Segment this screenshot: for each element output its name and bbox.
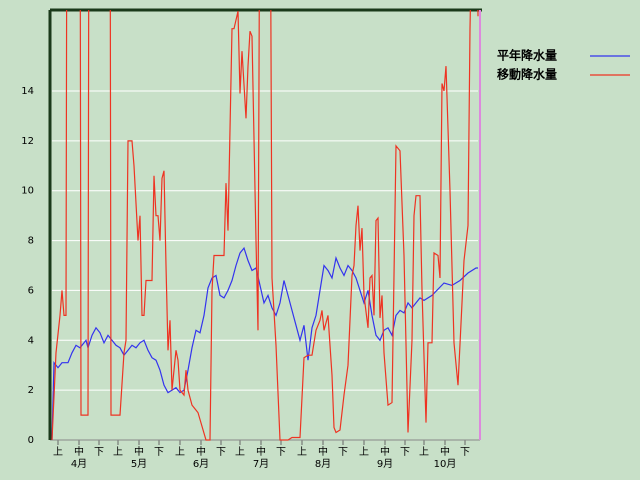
x-tick-label: 下 (338, 447, 348, 458)
legend-label: 平年降水量 (497, 48, 557, 63)
x-tick-label: 中 (256, 445, 266, 458)
x-tick-label: 下 (216, 447, 226, 458)
y-tick-label: 8 (28, 236, 34, 247)
y-tick-label: 10 (21, 186, 34, 197)
x-tick-label: 上 (235, 446, 245, 458)
month-label: 4月 (71, 458, 87, 470)
x-tick-label: 中 (134, 445, 144, 458)
month-label: 7月 (253, 458, 269, 470)
month-label: 9月 (377, 458, 393, 470)
series-line (51, 246, 478, 441)
month-label: 8月 (315, 458, 331, 470)
y-tick-label: 12 (21, 136, 34, 147)
x-tick-label: 上 (175, 446, 185, 458)
x-tick-label: 上 (113, 446, 123, 458)
x-tick-label: 中 (440, 445, 450, 458)
x-tick-label: 下 (94, 447, 104, 458)
plot-area (51, 10, 479, 441)
y-tick-label: 14 (21, 86, 34, 97)
x-tick-label: 上 (53, 446, 63, 458)
x-tick-label: 下 (400, 447, 410, 458)
y-tick-label: 6 (28, 285, 34, 296)
x-tick-label: 下 (154, 447, 164, 458)
x-tick-label: 上 (359, 446, 369, 458)
x-tick-label: 中 (196, 445, 206, 458)
x-tick-label: 中 (74, 445, 84, 458)
y-tick-label: 4 (28, 335, 34, 346)
series-line (51, 10, 479, 441)
x-tick-label: 下 (460, 447, 470, 458)
legend-label: 移動降水量 (497, 67, 557, 82)
x-tick-label: 中 (380, 445, 390, 458)
x-tick-label: 中 (318, 445, 328, 458)
y-tick-label: 2 (28, 385, 34, 396)
x-tick-label: 上 (419, 446, 429, 458)
month-label: 6月 (193, 458, 209, 470)
month-label: 10月 (434, 458, 457, 470)
x-tick-label: 上 (297, 446, 307, 458)
y-tick-label: 0 (28, 435, 34, 446)
x-tick-label: 下 (276, 447, 286, 458)
month-label: 5月 (131, 458, 147, 470)
